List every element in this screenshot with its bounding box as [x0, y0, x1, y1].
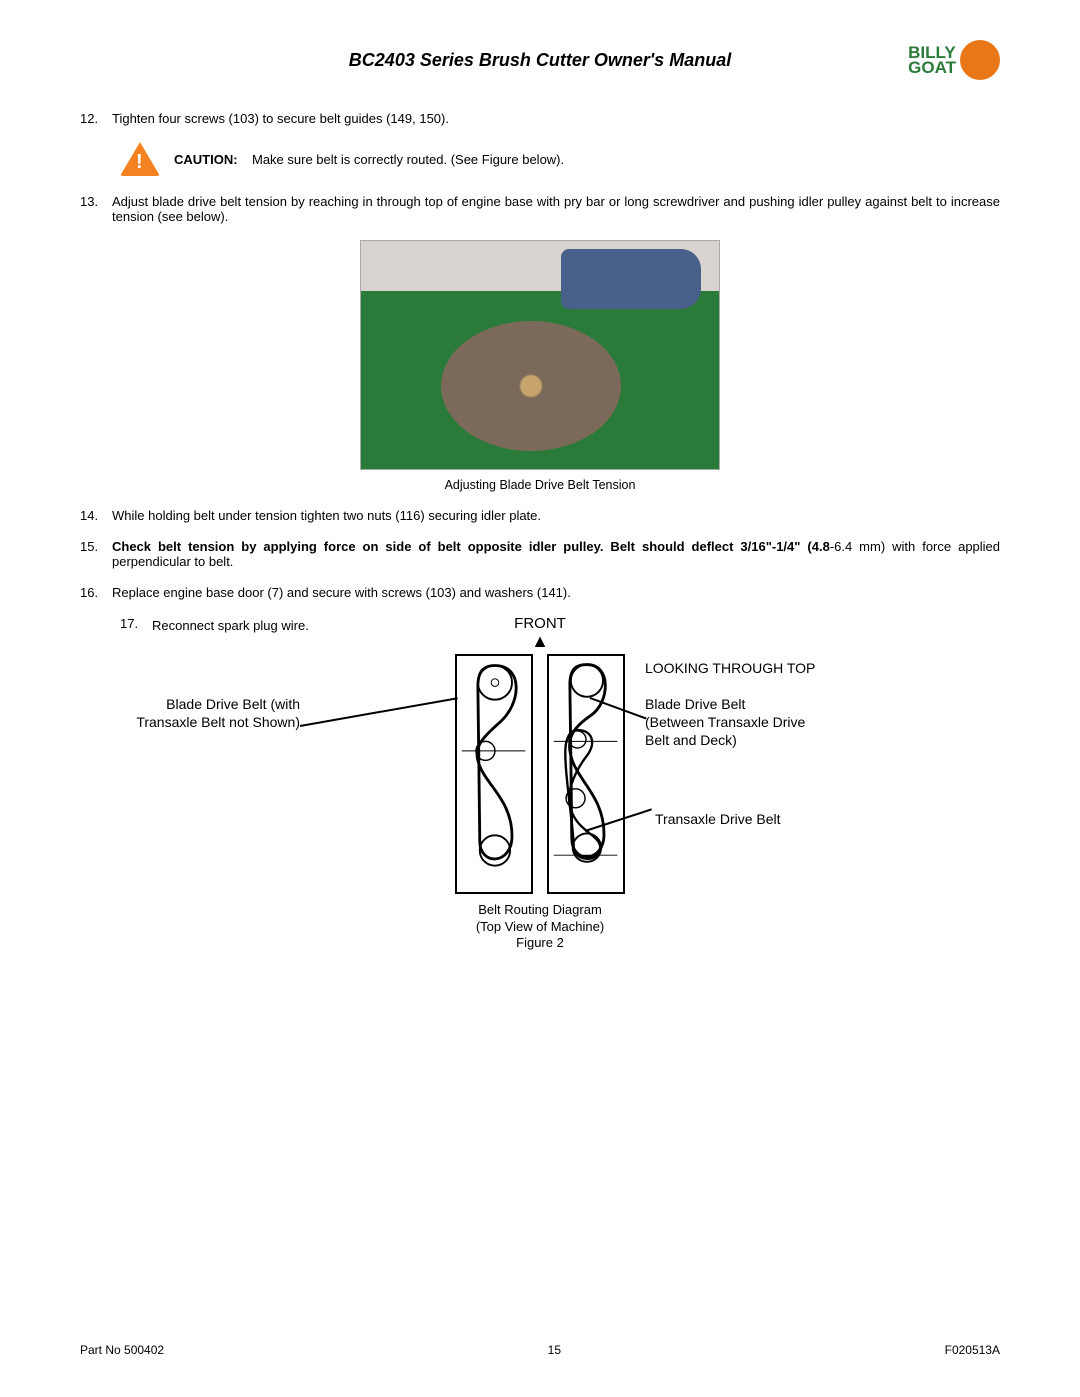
- step-text: Tighten four screws (103) to secure belt…: [112, 111, 1000, 126]
- instruction-list-3: 14. While holding belt under tension tig…: [80, 508, 1000, 600]
- caution-content: CAUTION: Make sure belt is correctly rou…: [174, 152, 564, 167]
- belt-tension-photo: [360, 240, 720, 470]
- caution-label: CAUTION:: [174, 152, 238, 167]
- caution-block: CAUTION: Make sure belt is correctly rou…: [120, 142, 1000, 176]
- instruction-list-2: 13. Adjust blade drive belt tension by r…: [80, 194, 1000, 224]
- step-number: 17.: [120, 616, 152, 631]
- diagram-caption: Belt Routing Diagram (Top View of Machin…: [250, 902, 830, 951]
- callout-left-l2: Transaxle Belt not Shown): [80, 713, 300, 731]
- logo-text: BILLY GOAT: [908, 45, 956, 76]
- footer-part-no: Part No 500402: [80, 1343, 164, 1357]
- belt-routing-diagram: FRONT ▲: [250, 615, 830, 951]
- diagram-caption-l3: Figure 2: [250, 935, 830, 951]
- callout-left: Blade Drive Belt (with Transaxle Belt no…: [80, 695, 300, 731]
- footer-code: F020513A: [945, 1343, 1000, 1357]
- callout-right1-l1: Blade Drive Belt: [645, 695, 865, 713]
- callout-right2-text: Transaxle Drive Belt: [655, 811, 781, 827]
- pulley-region: [441, 321, 621, 451]
- goat-icon: [960, 40, 1000, 80]
- step-number: 15.: [80, 539, 112, 569]
- photo-caption: Adjusting Blade Drive Belt Tension: [80, 478, 1000, 492]
- diagram-left: [455, 654, 533, 894]
- diagram-caption-l2: (Top View of Machine): [250, 919, 830, 935]
- step-12: 12. Tighten four screws (103) to secure …: [80, 111, 1000, 126]
- diagram-pair: [250, 654, 830, 894]
- caution-text: Make sure belt is correctly routed. (See…: [252, 152, 564, 167]
- step-number: 14.: [80, 508, 112, 523]
- callout-right1-l2: (Between Transaxle Drive: [645, 713, 865, 731]
- footer-page-number: 15: [548, 1343, 561, 1357]
- callout-left-l1: Blade Drive Belt (with: [80, 695, 300, 713]
- callout-right1: Blade Drive Belt (Between Transaxle Driv…: [645, 695, 865, 750]
- diagram-right: [547, 654, 625, 894]
- page-footer: Part No 500402 15 F020513A: [80, 1343, 1000, 1357]
- diagram-caption-l1: Belt Routing Diagram: [250, 902, 830, 918]
- callout-right1-l3: Belt and Deck): [645, 731, 865, 749]
- warning-icon: [120, 142, 160, 176]
- manual-title: BC2403 Series Brush Cutter Owner's Manua…: [349, 50, 731, 71]
- hand-tool-region: [561, 249, 701, 309]
- step-number: 16.: [80, 585, 112, 600]
- step-15-bold: Check belt tension by applying force on …: [112, 539, 830, 554]
- belt-right-svg: [549, 656, 623, 884]
- front-label: FRONT: [250, 615, 830, 632]
- belt-left-svg: [457, 656, 531, 884]
- step-text: Check belt tension by applying force on …: [112, 539, 1000, 569]
- callout-topright: LOOKING THROUGH TOP: [645, 659, 865, 677]
- step-number: 12.: [80, 111, 112, 126]
- step-15: 15. Check belt tension by applying force…: [80, 539, 1000, 569]
- logo-line2: GOAT: [908, 60, 956, 75]
- step-14: 14. While holding belt under tension tig…: [80, 508, 1000, 523]
- step-13: 13. Adjust blade drive belt tension by r…: [80, 194, 1000, 224]
- callout-right2: Transaxle Drive Belt: [655, 810, 855, 828]
- step-number: 13.: [80, 194, 112, 224]
- step-text: Replace engine base door (7) and secure …: [112, 585, 1000, 600]
- front-arrow-icon: ▲: [250, 634, 830, 648]
- step-text: Adjust blade drive belt tension by reach…: [112, 194, 1000, 224]
- page-header: BC2403 Series Brush Cutter Owner's Manua…: [80, 50, 1000, 71]
- step-text: While holding belt under tension tighten…: [112, 508, 1000, 523]
- instruction-list: 12. Tighten four screws (103) to secure …: [80, 111, 1000, 126]
- looking-through-top: LOOKING THROUGH TOP: [645, 660, 815, 676]
- step-16: 16. Replace engine base door (7) and sec…: [80, 585, 1000, 600]
- brand-logo: BILLY GOAT: [908, 40, 1000, 80]
